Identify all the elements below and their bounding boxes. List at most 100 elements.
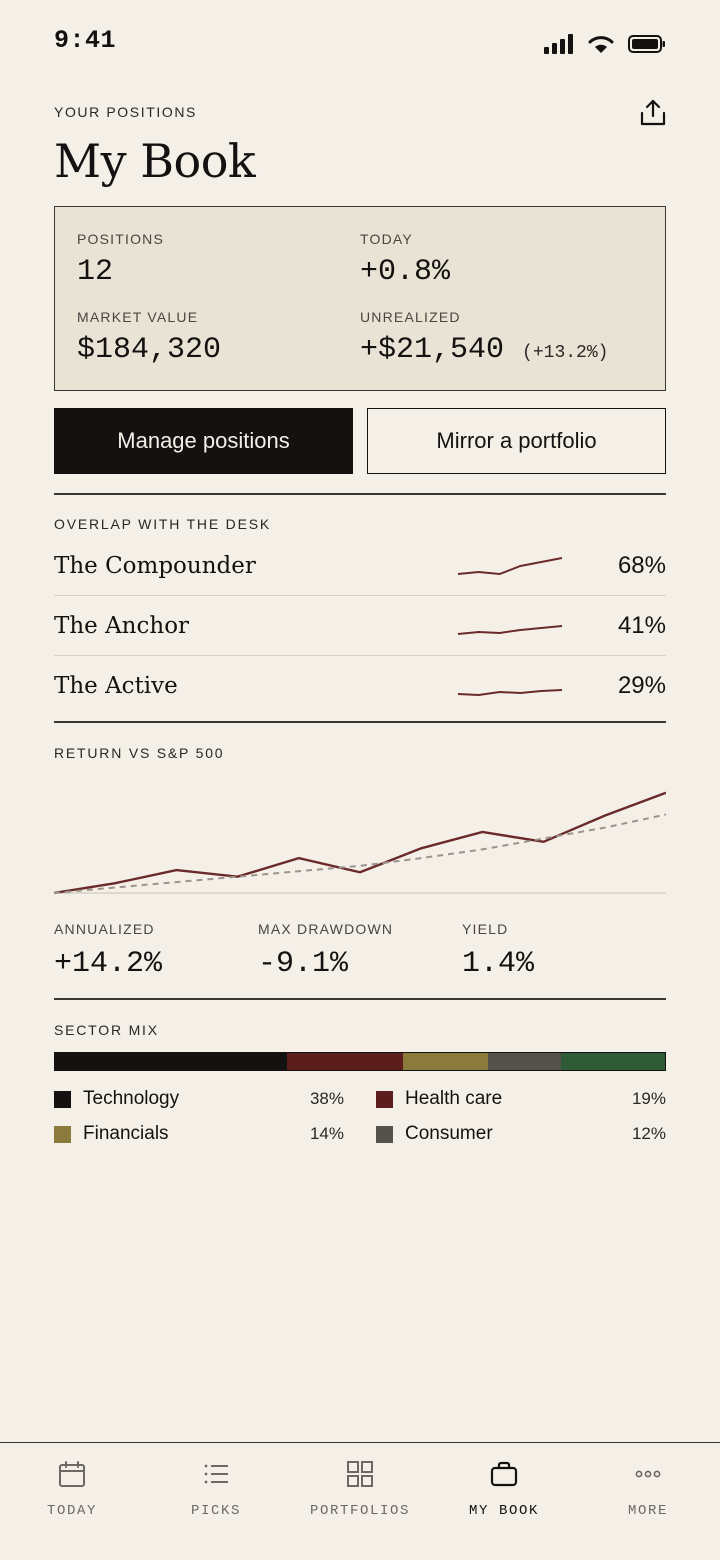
- stat-value: 12: [77, 255, 114, 289]
- stat-label: MARKET VALUE: [77, 309, 199, 325]
- portfolio-return-line: [54, 791, 666, 895]
- overlap-percent: 41%: [617, 612, 666, 639]
- section-divider: [54, 493, 666, 495]
- list-icon: [201, 1459, 231, 1489]
- overlap-row[interactable]: The Anchor 41%: [54, 596, 666, 656]
- legend-item: Health care 19%: [376, 1087, 666, 1111]
- wifi-icon: [588, 36, 614, 53]
- section-divider: [54, 998, 666, 1000]
- overlap-portfolio-name: The Anchor: [54, 613, 190, 639]
- sparkline-path: [457, 625, 563, 635]
- legend-percent: 14%: [309, 1124, 344, 1143]
- tab-label: PICKS: [190, 1503, 241, 1519]
- overlap-sparkline: [457, 557, 563, 576]
- tab-bar: TODAY PICKS PORTFOLIOS: [0, 1442, 720, 1560]
- overlap-sparkline: [457, 689, 563, 697]
- page-eyebrow: YOUR POSITIONS: [54, 104, 197, 120]
- overlap-percent: 29%: [617, 672, 666, 699]
- legend-name: Consumer: [405, 1123, 493, 1144]
- unrealized-amount: +$21,540: [360, 333, 505, 367]
- sector-segment: [55, 1053, 287, 1070]
- benchmark-line: [54, 813, 666, 894]
- overlap-sparkline: [457, 625, 563, 635]
- signal-icon: [544, 34, 573, 54]
- tab-portfolios[interactable]: PORTFOLIOS: [288, 1459, 432, 1519]
- metric-label: YIELD: [462, 921, 509, 937]
- legend-swatch: [376, 1090, 393, 1108]
- metric-yield: YIELD 1.4%: [462, 921, 534, 981]
- sparkline-path: [457, 557, 563, 576]
- section-divider: [54, 721, 666, 723]
- row-divider: [54, 595, 666, 596]
- share-icon: [640, 99, 666, 126]
- share-button[interactable]: [638, 98, 668, 128]
- stat-value: $184,320: [77, 333, 222, 367]
- legend-swatch: [54, 1125, 71, 1143]
- tab-label: PORTFOLIOS: [309, 1503, 410, 1519]
- returns-section-label: RETURN VS S&P 500: [54, 745, 225, 761]
- overlap-row[interactable]: The Active 29%: [54, 656, 666, 716]
- overlap-row[interactable]: The Compounder 68%: [54, 536, 666, 596]
- briefcase-icon: [489, 1459, 519, 1489]
- stat-label: UNREALIZED: [360, 309, 461, 325]
- row-divider: [54, 655, 666, 656]
- legend-name: Health care: [405, 1088, 503, 1109]
- overlap-portfolio-name: The Compounder: [54, 553, 256, 579]
- stat-value: +$21,540 (+13.2%): [360, 333, 608, 367]
- sector-segment: [286, 1053, 403, 1070]
- legend-item: Financials 14%: [54, 1122, 344, 1146]
- unrealized-percent: (+13.2%): [522, 343, 609, 363]
- tab-more[interactable]: MORE: [576, 1459, 720, 1519]
- legend-swatch: [54, 1090, 71, 1108]
- metric-value: 1.4%: [462, 947, 535, 981]
- metric-label: MAX DRAWDOWN: [258, 921, 394, 937]
- metric-label: ANNUALIZED: [54, 921, 155, 937]
- legend-item: Technology 38%: [54, 1087, 344, 1111]
- sector-segment: [402, 1053, 489, 1070]
- tab-label: TODAY: [46, 1503, 97, 1519]
- overlap-portfolio-name: The Active: [54, 673, 178, 699]
- sparkline-path: [457, 689, 563, 697]
- battery-icon: [628, 35, 665, 53]
- legend-name: Financials: [83, 1123, 169, 1144]
- sector-section-label: SECTOR MIX: [54, 1022, 159, 1038]
- status-bar: 9:41: [0, 0, 720, 84]
- calendar-icon: [57, 1459, 87, 1489]
- overlap-section-label: OVERLAP WITH THE DESK: [54, 516, 271, 532]
- legend-swatch: [376, 1125, 393, 1143]
- more-icon: [633, 1459, 663, 1489]
- sector-segment: [488, 1053, 562, 1070]
- legend-percent: 12%: [631, 1124, 666, 1143]
- stat-positions: POSITIONS 12: [77, 231, 164, 289]
- stat-market-value: MARKET VALUE $184,320: [77, 309, 221, 367]
- page-title: My Book: [54, 134, 256, 188]
- sector-segment: [561, 1053, 665, 1070]
- metric-value: -9.1%: [258, 947, 349, 981]
- status-time: 9:41: [54, 26, 117, 55]
- sector-mix-bar: [54, 1052, 666, 1071]
- summary-card: POSITIONS 12 TODAY +0.8% MARKET VALUE $1…: [54, 206, 666, 391]
- stat-unrealized: UNREALIZED +$21,540 (+13.2%): [360, 309, 608, 367]
- tab-my-book[interactable]: MY BOOK: [432, 1459, 576, 1519]
- tab-today[interactable]: TODAY: [0, 1459, 144, 1519]
- metric-max-drawdown: MAX DRAWDOWN -9.1%: [258, 921, 393, 981]
- return-chart: [54, 791, 666, 895]
- mirror-portfolio-button[interactable]: Mirror a portfolio: [367, 408, 666, 474]
- metric-annualized: ANNUALIZED +14.2%: [54, 921, 162, 981]
- legend-name: Technology: [83, 1088, 180, 1109]
- stat-value: +0.8%: [360, 255, 451, 289]
- grid-icon: [345, 1459, 375, 1489]
- manage-positions-button[interactable]: Manage positions: [54, 408, 353, 474]
- tab-label: MORE: [627, 1503, 668, 1519]
- overlap-percent: 68%: [617, 552, 666, 579]
- stat-label: TODAY: [360, 231, 413, 247]
- legend-percent: 38%: [309, 1089, 344, 1108]
- legend-item: Consumer 12%: [376, 1122, 666, 1146]
- tab-label: MY BOOK: [468, 1503, 539, 1519]
- metric-value: +14.2%: [54, 947, 163, 981]
- status-icons: [544, 34, 666, 54]
- legend-percent: 19%: [631, 1089, 666, 1108]
- stat-label: POSITIONS: [77, 231, 165, 247]
- stat-today: TODAY +0.8%: [360, 231, 450, 289]
- tab-picks[interactable]: PICKS: [144, 1459, 288, 1519]
